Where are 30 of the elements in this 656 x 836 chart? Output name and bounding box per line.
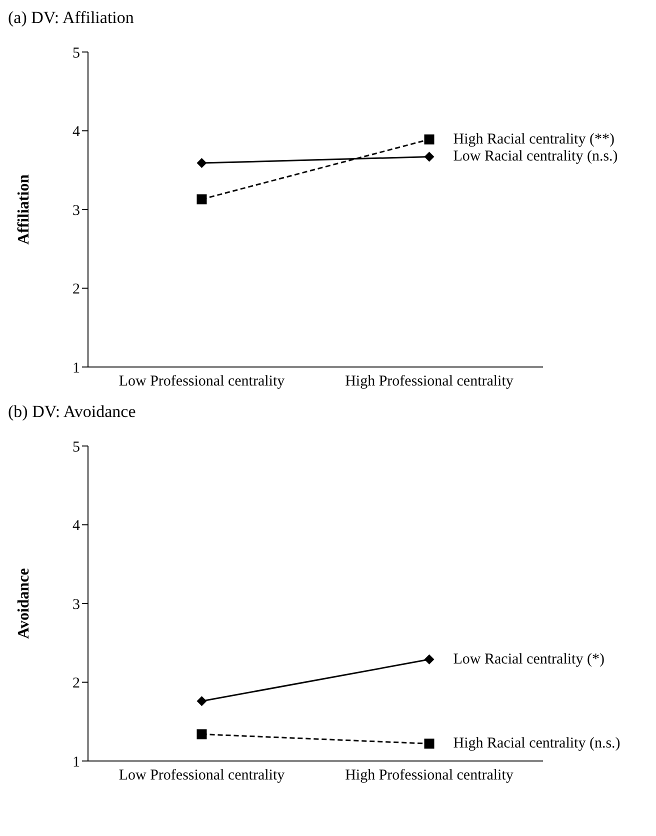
y-tick-label: 2: [72, 676, 80, 692]
y-tick-label: 5: [72, 439, 80, 456]
point: [424, 134, 434, 144]
y-axis-title: Affiliation: [16, 174, 33, 245]
y-tick-label: 5: [72, 45, 80, 62]
point: [424, 152, 434, 162]
point: [424, 654, 434, 664]
y-axis-title: Avoidance: [16, 568, 33, 639]
point: [196, 729, 207, 740]
point: [196, 194, 207, 204]
series-label: High Racial centrality (n.s.): [453, 736, 620, 752]
y-tick-label: 4: [72, 124, 80, 140]
point: [196, 158, 207, 168]
point: [196, 696, 207, 706]
y-tick-label: 4: [72, 518, 80, 534]
series-label: High Racial centrality (**): [453, 131, 614, 148]
chart-title: (b) DV: Avoidance: [8, 402, 137, 422]
x-tick-label: High Professional centrality: [345, 768, 514, 784]
x-tick-label: High Professional centrality: [345, 374, 514, 390]
x-tick-label: Low Professional centrality: [118, 768, 286, 784]
y-tick-label: 1: [72, 754, 80, 770]
chart-title: (a) DV: Affiliation: [8, 8, 135, 28]
y-tick-label: 3: [72, 596, 80, 613]
y-tick-label: 3: [72, 202, 80, 219]
y-tick-label: 1: [72, 360, 80, 376]
series-label: Low Racial centrality (n.s.): [453, 148, 618, 165]
point: [424, 738, 434, 749]
x-tick-label: Low Professional centrality: [118, 374, 286, 390]
series-label: Low Racial centrality (*): [453, 651, 604, 668]
y-tick-label: 2: [72, 282, 80, 298]
